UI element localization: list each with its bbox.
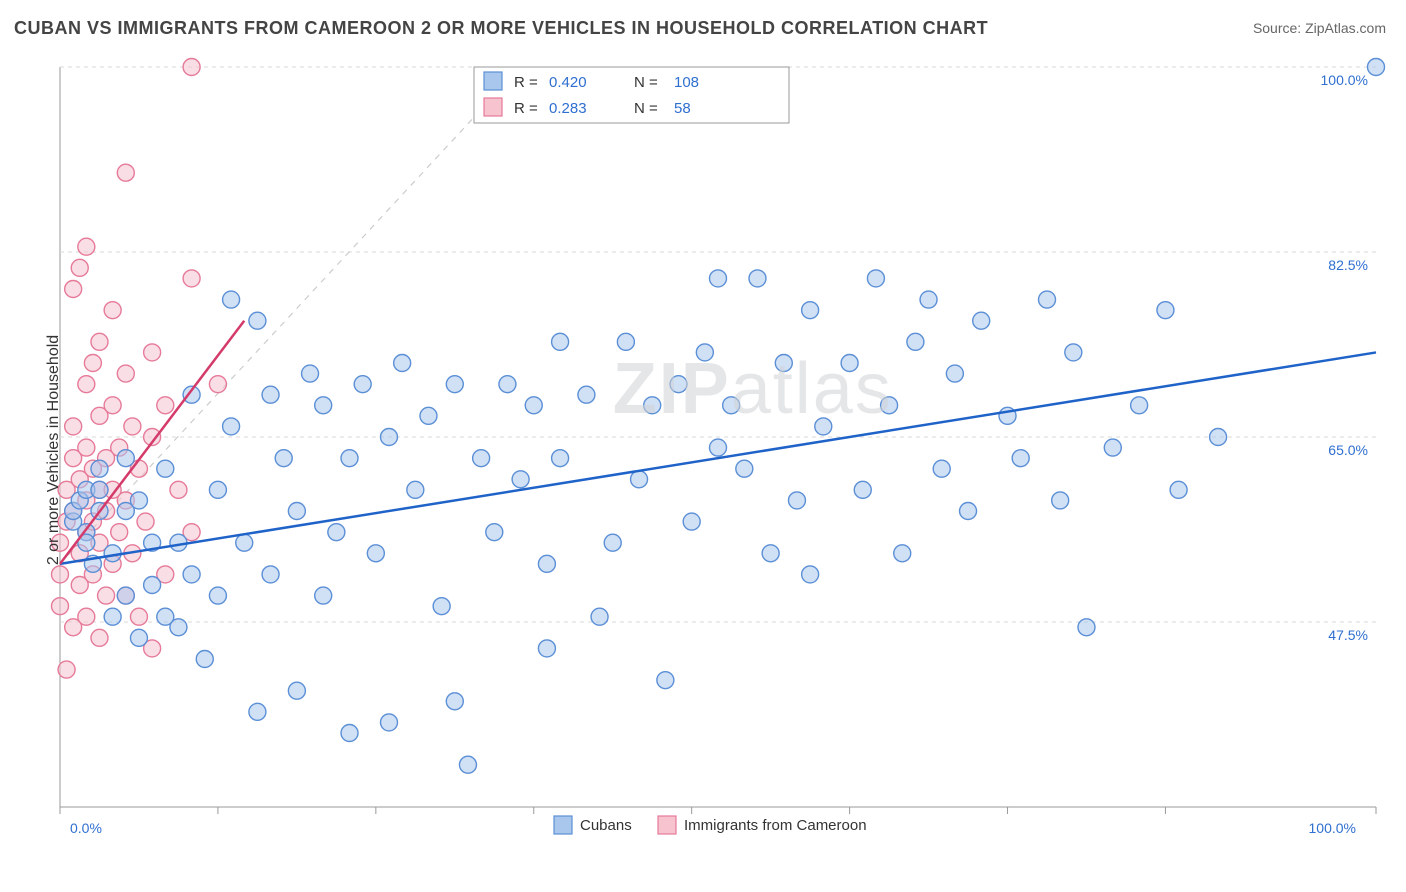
svg-text:47.5%: 47.5% — [1328, 627, 1368, 643]
svg-text:100.0%: 100.0% — [1309, 820, 1356, 836]
svg-text:R =: R = — [514, 100, 538, 117]
svg-text:0.0%: 0.0% — [70, 820, 102, 836]
source-link[interactable]: ZipAtlas.com — [1305, 20, 1386, 36]
svg-text:100.0%: 100.0% — [1321, 72, 1368, 88]
svg-text:58: 58 — [674, 100, 691, 117]
svg-text:65.0%: 65.0% — [1328, 442, 1368, 458]
y-axis-label: 2 or more Vehicles in Household — [45, 335, 63, 565]
svg-text:82.5%: 82.5% — [1328, 257, 1368, 273]
scatter-chart: 0.0% 100.0% 47.5% 65.0% 82.5% 100.0% R = 0.420 N… — [44, 55, 1390, 845]
svg-text:N =: N = — [634, 100, 658, 117]
svg-text:N =: N = — [634, 74, 658, 91]
svg-text:Immigrants from Cameroon: Immigrants from Cameroon — [684, 817, 867, 834]
svg-text:Cubans: Cubans — [580, 817, 632, 834]
svg-text:R =: R = — [514, 74, 538, 91]
chart-title: CUBAN VS IMMIGRANTS FROM CAMEROON 2 OR M… — [14, 18, 988, 39]
source-prefix: Source: — [1253, 20, 1305, 36]
svg-text:0.283: 0.283 — [549, 100, 587, 117]
svg-text:0.420: 0.420 — [549, 74, 587, 91]
source-credit: Source: ZipAtlas.com — [1253, 20, 1386, 36]
svg-text:108: 108 — [674, 74, 699, 91]
chart-container: 2 or more Vehicles in Household 0.0% 100.… — [44, 55, 1390, 845]
